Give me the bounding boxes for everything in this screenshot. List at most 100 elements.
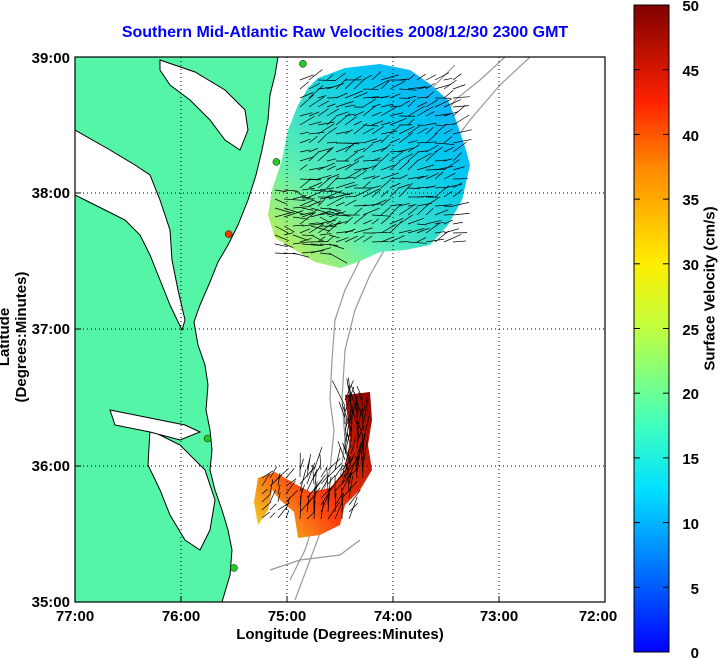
velocity-vector (389, 177, 400, 180)
velocity-vector (362, 124, 379, 127)
velocity-vector (407, 99, 416, 108)
velocity-vector (407, 118, 415, 126)
velocity-vector (308, 85, 324, 99)
colorbar-tick-label: 10 (682, 516, 699, 533)
velocity-vector (443, 205, 454, 208)
velocity-vector (407, 125, 421, 135)
velocity-vector (452, 129, 472, 135)
velocity-vector (362, 143, 374, 153)
velocity-vector (326, 165, 336, 171)
velocity-vector (310, 189, 334, 193)
velocity-vector (425, 208, 434, 216)
y-axis-label: Latitude (Degrees:Minutes) (0, 271, 30, 403)
velocity-vector (299, 92, 314, 99)
velocity-vector (434, 230, 449, 243)
velocity-vector (353, 155, 364, 162)
velocity-vector (371, 218, 379, 225)
velocity-vector (327, 490, 330, 513)
velocity-vector (350, 455, 359, 473)
velocity-vector (398, 160, 410, 171)
velocity-vector (389, 217, 404, 225)
colorbar-tick-label: 30 (682, 257, 699, 274)
velocity-vector (348, 489, 361, 506)
velocity-vector (443, 219, 453, 225)
velocity-vector (274, 243, 288, 248)
velocity-vector (407, 187, 420, 189)
velocity-vector (434, 146, 443, 153)
velocity-vector (371, 157, 381, 162)
velocity-vector (443, 234, 462, 243)
velocity-vector (407, 228, 425, 234)
velocity-vector (344, 80, 355, 90)
velocity-vector (443, 79, 457, 90)
velocity-vector (312, 464, 315, 485)
velocity-vector (344, 199, 357, 207)
velocity-vector (334, 493, 344, 506)
velocity-vector (317, 79, 337, 81)
velocity-vector (443, 191, 453, 198)
velocity-vector (356, 445, 362, 473)
velocity-vector (299, 497, 302, 520)
velocity-vector (407, 74, 415, 81)
velocity-vector (341, 403, 352, 431)
velocity-vector (353, 213, 368, 225)
velocity-vector (301, 250, 325, 254)
velocity-vector (425, 74, 437, 81)
velocity-vector (407, 176, 425, 180)
velocity-vector (261, 501, 272, 511)
velocity-vector (389, 151, 404, 162)
delaware-bay (159, 59, 249, 151)
velocity-vector (361, 434, 364, 455)
velocity-vector (416, 223, 427, 226)
velocity-vector (443, 136, 453, 144)
velocity-vector (319, 252, 332, 255)
albemarle-sound (109, 409, 202, 441)
velocity-vector (389, 235, 406, 243)
velocity-vector (398, 214, 413, 225)
velocity-vector (327, 475, 336, 485)
velocity-vector (274, 234, 290, 242)
velocity-vector (407, 151, 419, 162)
velocity-vector (416, 106, 434, 117)
velocity-vector (380, 80, 390, 90)
velocity-vector (308, 166, 325, 171)
velocity-vector (407, 105, 426, 117)
velocity-vector (398, 204, 416, 216)
velocity-vector (398, 100, 411, 108)
velocity-vector (335, 214, 351, 217)
velocity-vector (301, 212, 314, 218)
velocity-vector (301, 223, 324, 227)
velocity-vector (326, 196, 344, 207)
velocity-vector (353, 227, 373, 234)
velocity-vector (416, 153, 432, 162)
y-tick-label: 39:00 (32, 50, 70, 67)
velocity-vector (274, 207, 291, 213)
velocity-vector (326, 141, 337, 144)
velocity-vector (416, 227, 430, 234)
velocity-vector (317, 148, 331, 153)
velocity-vector (299, 131, 310, 135)
velocity-vector (380, 144, 391, 153)
velocity-vector (371, 241, 389, 243)
velocity-vector (452, 104, 466, 117)
velocity-vector (353, 148, 366, 153)
velocity-vector (362, 159, 380, 162)
velocity-vector (332, 380, 346, 407)
velocity-vector (317, 198, 326, 207)
chesapeake-bay (75, 129, 186, 332)
velocity-vector (292, 252, 310, 258)
velocity-vector (434, 83, 452, 90)
velocity-vector (407, 204, 417, 207)
colorbar-tick-label: 25 (682, 322, 699, 339)
velocity-vector (398, 229, 412, 234)
velocity-vector (434, 204, 453, 207)
velocity-vector (362, 127, 374, 135)
velocity-vector (443, 228, 460, 234)
velocity-vector (335, 181, 355, 189)
velocity-vector (292, 241, 310, 245)
velocity-vector (335, 164, 352, 171)
velocity-vector (355, 455, 358, 479)
colorbar-tick-label: 5 (691, 581, 699, 598)
velocity-vector (443, 111, 458, 117)
